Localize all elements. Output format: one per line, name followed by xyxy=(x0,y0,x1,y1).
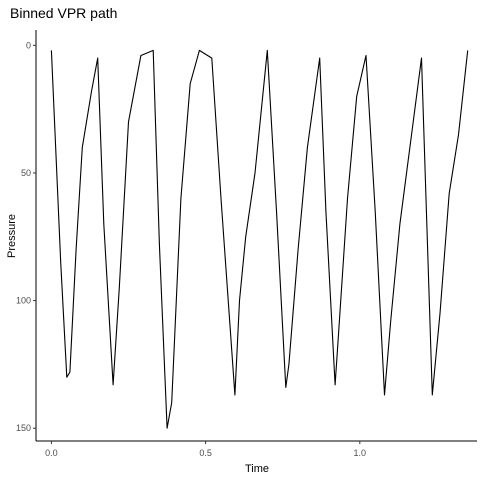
x-axis-ticks: 0.0 0.5 1.0 xyxy=(45,441,366,458)
y-axis-title: Pressure xyxy=(6,214,18,258)
y-tick-label: 100 xyxy=(16,296,31,306)
x-tick-label: 1.0 xyxy=(354,448,367,458)
x-axis-title: Time xyxy=(245,463,269,475)
y-tick-label: 0 xyxy=(26,40,31,50)
y-tick-label: 150 xyxy=(16,423,31,433)
x-tick-label: 0.5 xyxy=(199,448,212,458)
x-tick-label: 0.0 xyxy=(45,448,58,458)
pressure-series-line xyxy=(50,49,469,429)
chart-title: Binned VPR path xyxy=(10,5,117,21)
y-tick-label: 50 xyxy=(21,168,31,178)
y-axis-ticks: 0 50 100 150 xyxy=(16,40,36,433)
